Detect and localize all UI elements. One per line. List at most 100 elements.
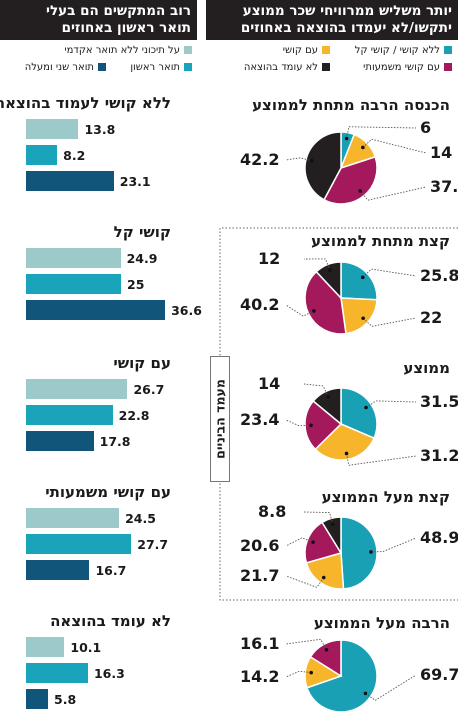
pie-leader-4-0 <box>365 674 417 701</box>
bar-value-4-2: 5.8 <box>54 692 77 707</box>
bar-value-2-0: 26.7 <box>133 382 165 397</box>
pie-slice-2-3 <box>312 387 342 426</box>
pie-value-1-0: 25.8 <box>420 266 458 285</box>
pie-leader-lines <box>285 126 427 701</box>
bar-4-2 <box>26 689 49 709</box>
legend-swatch-some-difficulty <box>322 46 330 54</box>
bar-2-0 <box>26 379 128 399</box>
bar-group-title-3: עם קושי משמעותי <box>45 483 171 501</box>
pie-slice-2-0 <box>340 387 378 440</box>
bar-value-3-0: 24.5 <box>125 511 156 526</box>
bar-0-2 <box>26 171 114 191</box>
right-panel-title-line1: יותר משליש ממרוויחי שכר ממוצע <box>242 3 452 19</box>
bar-3-2 <box>26 560 90 580</box>
pie-leader-dot-4-1 <box>309 670 313 675</box>
pie-leader-dot-0-2 <box>358 189 363 193</box>
pie-leader-1-3 <box>303 258 331 271</box>
pie-value-2-2: 23.4 <box>240 410 280 429</box>
bar-value-3-2: 16.7 <box>95 563 127 578</box>
pie-slice-1-1 <box>340 297 378 335</box>
bar-group-title-1: קושי קל <box>113 223 171 241</box>
pie-leader-4-1 <box>285 670 312 678</box>
pie-leader-dot-0-1 <box>361 145 365 150</box>
legend-swatch-no-degree <box>184 46 192 54</box>
pie-leader-0-1 <box>362 138 427 154</box>
bar-1-2 <box>26 300 166 320</box>
pie-leader-dot-2-0 <box>364 405 368 410</box>
pie-leader-dot-1-3 <box>328 268 332 272</box>
bar-0-0 <box>26 119 79 139</box>
bar-0-1 <box>26 145 58 165</box>
pie-title-3: קצת מעל הממוצע <box>321 488 450 506</box>
right-panel-title: יותר משליש ממרוויחי שכר ממוצע יתקשו/לא י… <box>206 0 458 40</box>
pie-value-1-1: 22 <box>420 308 443 327</box>
bar-3-1 <box>26 534 132 554</box>
pie-leader-4-2 <box>285 638 327 650</box>
bar-value-0-0: 13.8 <box>84 122 116 137</box>
pie-slice-0-2 <box>323 155 378 205</box>
bar-1-0 <box>26 248 121 268</box>
pie-leader-dot-2-3 <box>326 395 331 399</box>
bar-value-4-0: 10.1 <box>70 640 102 655</box>
bar-4-1 <box>26 663 88 683</box>
bar-1-1 <box>26 274 121 294</box>
pie-slice-3-2 <box>304 521 343 564</box>
legend-swatch-significant-difficulty <box>444 63 452 71</box>
bar-group-title-0: ללא קושי לעמוד בהוצאה <box>0 94 171 112</box>
pie-leader-1-1 <box>362 317 417 327</box>
left-panel-title: רוב המתקשים הם בעלי תואר ראשון באחוזים <box>0 0 197 40</box>
left-panel-title-line2: תואר ראשון באחוזים <box>61 20 191 36</box>
bar-2-1 <box>26 405 113 425</box>
pie-leader-3-0 <box>370 537 417 553</box>
legend-swatch-not-coping <box>322 63 330 71</box>
right-panel-title-line2: יתקשו/לא יעמדו בהוצאה באחוזים <box>240 20 452 36</box>
bar-value-4-1: 16.3 <box>93 666 125 681</box>
bar-group-title-2: עם קושי <box>113 354 171 372</box>
pie-slice-0-3 <box>304 131 342 201</box>
pie-value-0-3: 42.2 <box>240 150 280 169</box>
pie-title-1: קצת מתחת לממוצע <box>311 232 450 250</box>
pie-leader-2-1 <box>346 453 417 466</box>
pie-leader-dot-3-2 <box>311 540 315 544</box>
pie-value-3-1: 21.7 <box>240 566 280 585</box>
pie-leader-1-2 <box>285 304 315 317</box>
pie-value-4-2: 16.1 <box>240 634 280 653</box>
pie-value-0-0: 6 <box>420 118 432 137</box>
pie-leader-dot-3-3 <box>331 522 335 526</box>
legend-second-degree: תואר שני ומעלה <box>25 62 106 73</box>
pie-leader-2-3 <box>303 383 329 398</box>
pie-slice-3-0 <box>340 516 378 590</box>
pie-title-4: הרבה מעל הממוצע <box>313 614 450 632</box>
pie-leader-dot-1-0 <box>360 275 365 280</box>
legend-no-difficulty: ללא קושי / קושי קל <box>355 45 452 56</box>
legend-some-difficulty: עם קושי <box>283 45 330 56</box>
legend-not-coping: לא עומד בהוצאה <box>244 62 330 73</box>
bar-value-2-2: 17.8 <box>99 434 131 449</box>
pie-leader-dot-3-0 <box>369 550 373 554</box>
pie-charts <box>304 131 378 713</box>
pie-leader-0-0 <box>346 126 417 139</box>
pie-title-0: הכנסה הרבה מתחת לממוצע <box>252 96 450 114</box>
bar-value-0-1: 8.2 <box>63 148 86 163</box>
pie-slice-4-2 <box>309 639 342 678</box>
bar-group-title-4: לא עומד בהוצאה <box>50 612 171 630</box>
bar-2-2 <box>26 431 94 451</box>
bar-value-2-1: 22.8 <box>118 408 150 423</box>
legend-significant-difficulty: עם קושי משמעותי <box>363 62 452 73</box>
pie-value-1-2: 40.2 <box>240 295 280 314</box>
pie-leader-3-3 <box>303 511 334 525</box>
pie-value-0-1: 14 <box>430 143 453 162</box>
legend-first-degree: תואר ראשון <box>130 62 192 73</box>
legend-swatch-no-difficulty <box>444 46 452 54</box>
pie-leader-2-0 <box>365 400 417 408</box>
pie-leader-3-2 <box>285 537 314 547</box>
pie-value-3-3: 8.8 <box>258 502 287 521</box>
pie-value-2-3: 14 <box>258 374 281 393</box>
pie-leader-0-3 <box>285 157 313 162</box>
pie-value-4-1: 14.2 <box>240 667 280 686</box>
pie-value-1-3: 12 <box>258 249 281 268</box>
pie-value-3-2: 20.6 <box>240 536 280 555</box>
pie-value-4-0: 69.7 <box>420 665 458 684</box>
left-panel-title-line1: רוב המתקשים הם בעלי <box>46 3 191 19</box>
